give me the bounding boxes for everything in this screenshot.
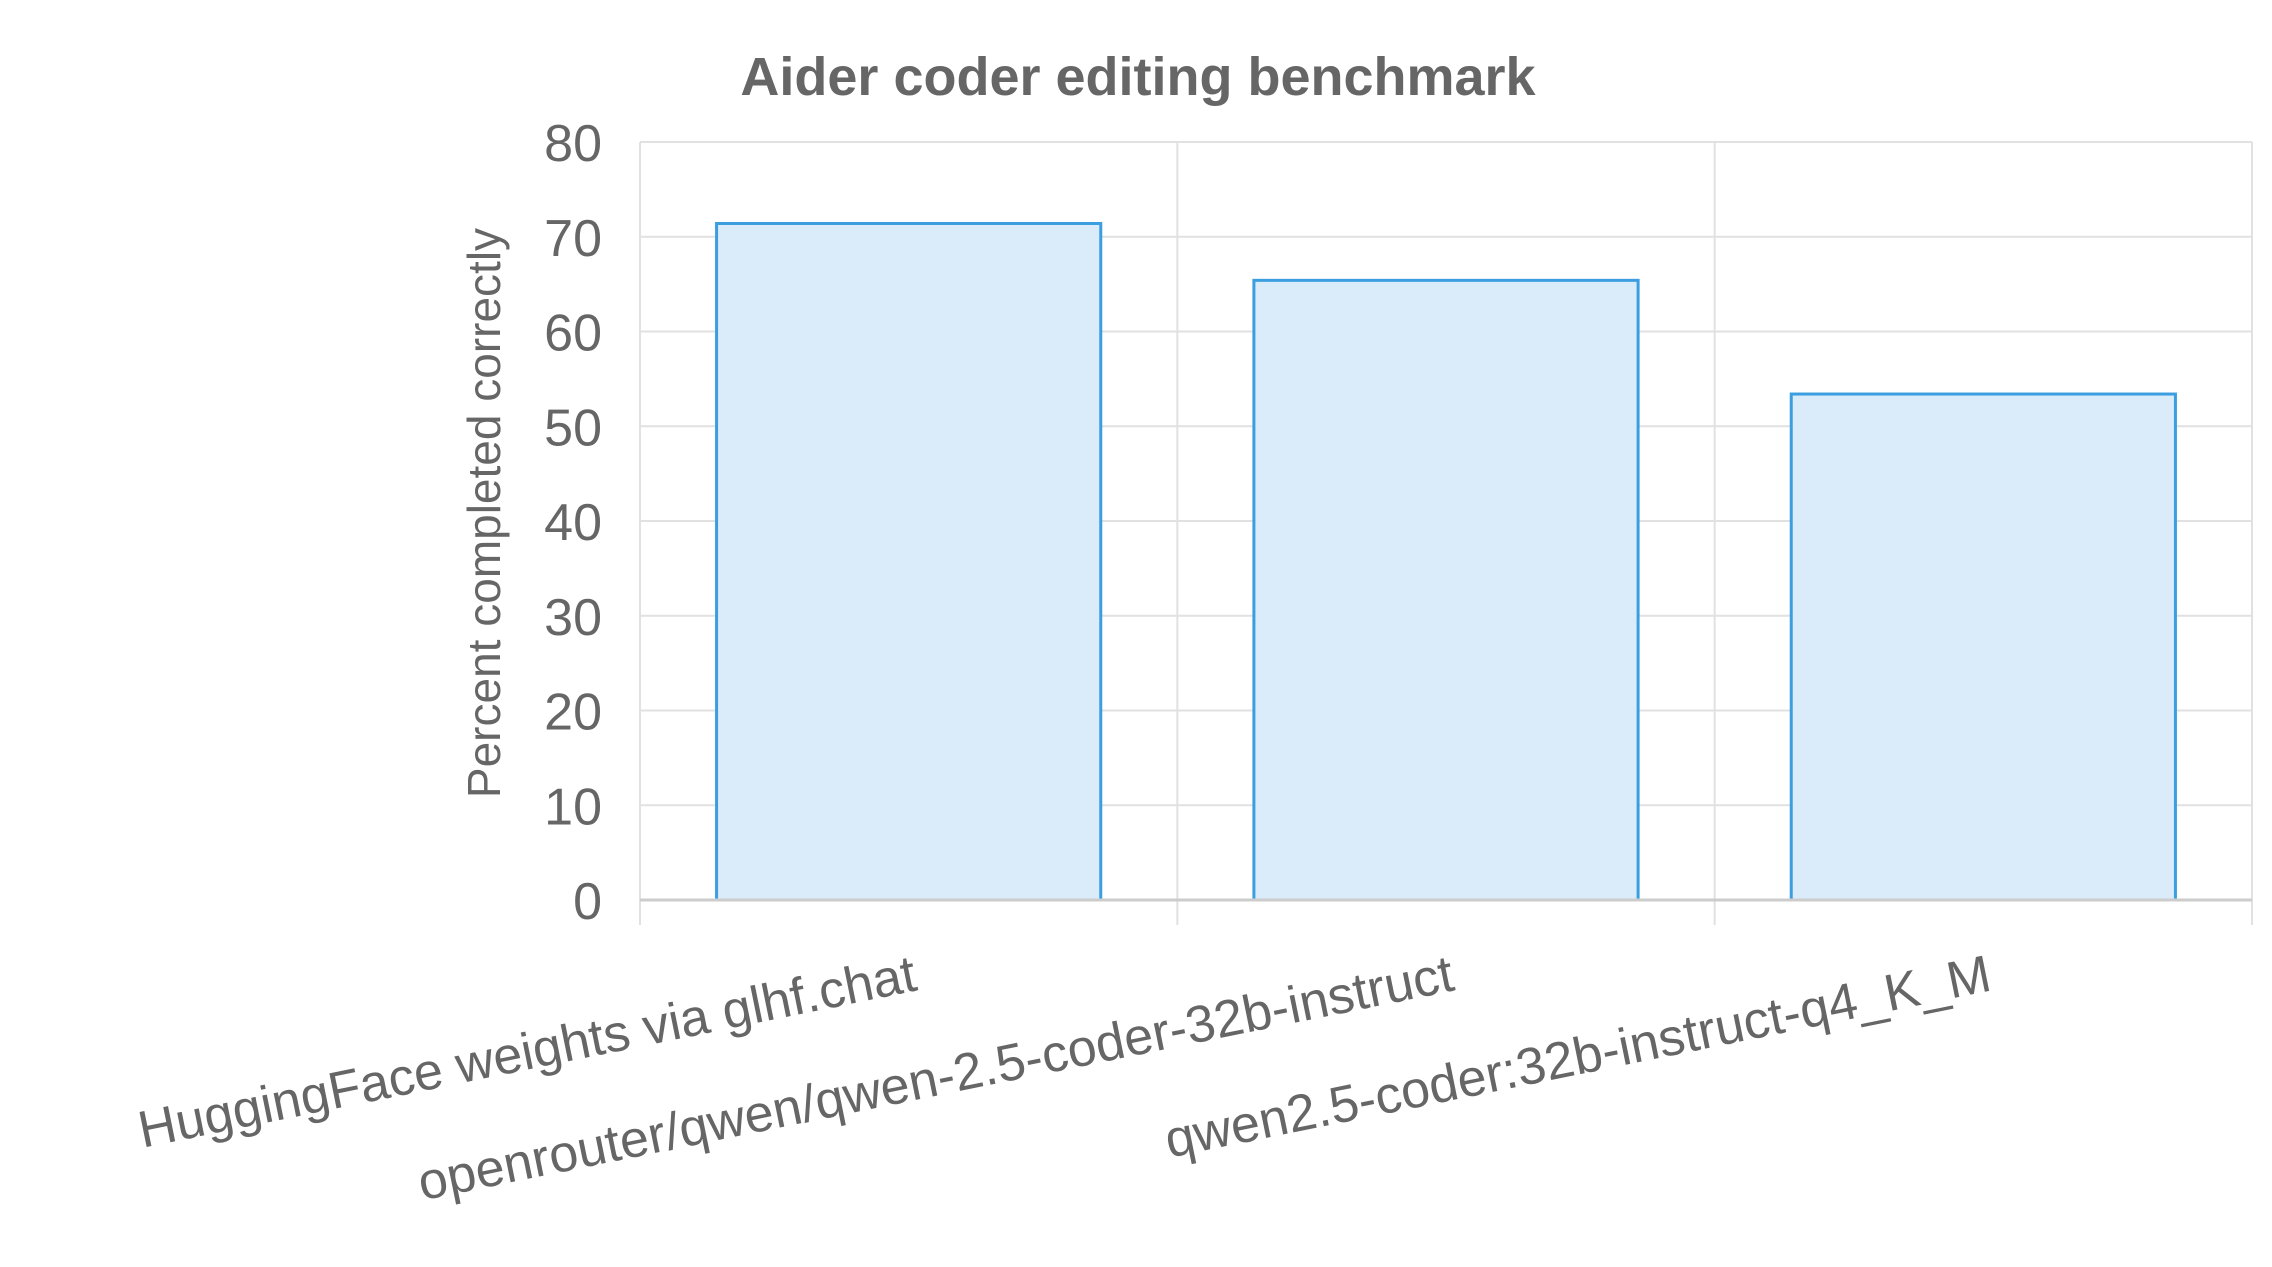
y-tick-label: 80 — [544, 115, 602, 173]
bar-2[interactable] — [1252, 278, 1640, 902]
y-tick-label: 30 — [544, 589, 602, 647]
chart-title: Aider coder editing benchmark — [740, 47, 1536, 107]
bar-1[interactable] — [715, 221, 1103, 902]
y-tick-label: 20 — [544, 684, 602, 742]
x-category-label: openrouter/qwen/qwen-2.5-coder-32b-instr… — [413, 945, 1459, 1212]
y-tick-label: 40 — [544, 494, 602, 552]
y-tick-label: 60 — [544, 305, 602, 363]
x-category-labels: HuggingFace weights via glhf.chatopenrou… — [133, 945, 1995, 1212]
bar-3[interactable] — [1789, 392, 2177, 902]
y-tick-label: 0 — [573, 873, 602, 931]
y-tick-label: 10 — [544, 778, 602, 836]
y-tick-labels: 0 10 20 30 40 50 60 70 80 — [544, 115, 602, 931]
y-tick-label: 50 — [544, 399, 602, 457]
y-axis-label: Percent completed correctly — [458, 228, 510, 798]
y-tick-label: 70 — [544, 210, 602, 268]
bars — [715, 221, 2177, 902]
